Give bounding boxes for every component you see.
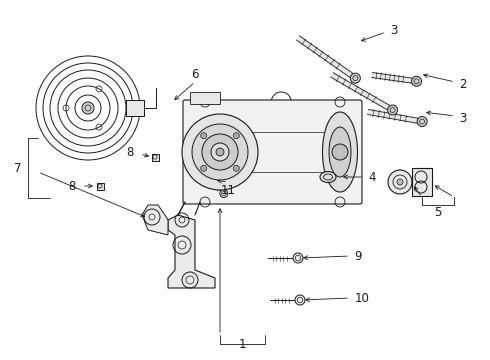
Polygon shape [412,168,432,196]
Circle shape [388,105,397,115]
Polygon shape [168,215,215,288]
Circle shape [201,133,207,139]
Polygon shape [142,205,168,235]
Bar [151,153,158,161]
Circle shape [182,114,258,190]
Circle shape [332,144,348,160]
Circle shape [233,165,239,171]
Text: 10: 10 [355,292,369,305]
Circle shape [233,133,239,139]
Text: 8: 8 [126,145,134,158]
Bar [190,92,220,104]
Text: 11: 11 [220,184,236,197]
FancyBboxPatch shape [183,100,362,204]
Ellipse shape [322,112,358,192]
Polygon shape [331,73,394,112]
Text: 6: 6 [191,68,199,81]
Circle shape [192,124,248,180]
Ellipse shape [329,127,351,177]
Circle shape [417,117,427,127]
Bar [97,183,103,189]
Text: 7: 7 [14,162,22,175]
Text: 1: 1 [238,338,246,351]
Text: 3: 3 [459,112,466,125]
Circle shape [216,148,224,156]
Bar [126,100,144,116]
Text: 3: 3 [391,23,398,36]
Text: 2: 2 [459,77,467,90]
Circle shape [202,134,238,170]
Text: 8: 8 [68,180,75,193]
Circle shape [350,73,360,83]
Circle shape [211,143,229,161]
Text: 9: 9 [354,249,362,262]
Circle shape [293,253,303,263]
Circle shape [388,170,412,194]
Circle shape [397,179,403,185]
Circle shape [201,165,207,171]
Circle shape [220,190,228,198]
Circle shape [295,295,305,305]
Ellipse shape [320,171,336,183]
Circle shape [412,76,421,86]
Polygon shape [296,36,357,80]
Text: 4: 4 [368,171,376,184]
Polygon shape [371,72,417,84]
Polygon shape [368,109,422,124]
Circle shape [82,102,94,114]
Text: 5: 5 [434,206,441,219]
